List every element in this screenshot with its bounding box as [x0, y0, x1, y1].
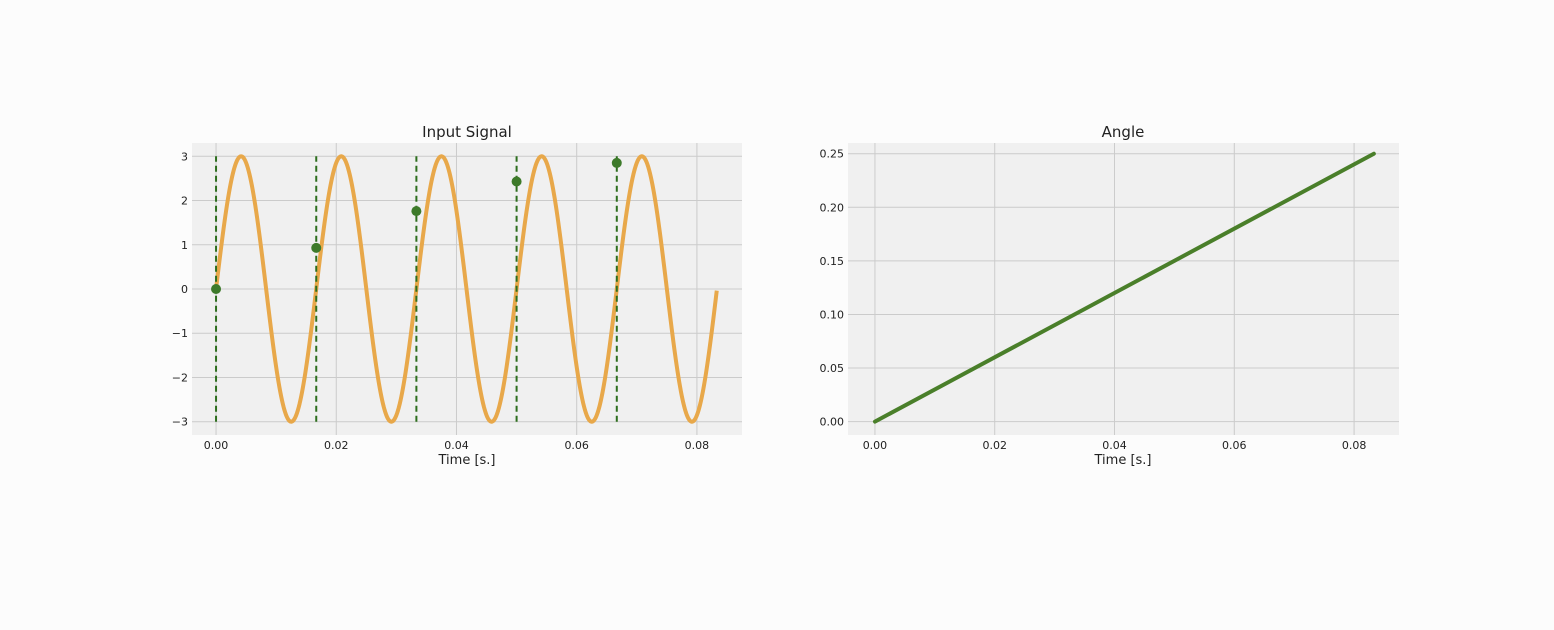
y-tick-label: 0.15: [820, 255, 845, 268]
y-tick-label: 0.25: [820, 148, 845, 161]
y-tick-label: 0.10: [820, 308, 845, 321]
x-tick-label: 0.08: [1342, 439, 1367, 452]
y-tick-label: 0: [181, 283, 188, 296]
y-tick-label: 3: [181, 150, 188, 163]
sample-point: [411, 206, 422, 217]
sample-point: [511, 176, 522, 187]
x-tick-label: 0.02: [324, 439, 349, 452]
sample-point: [211, 284, 222, 294]
x-tick-label: 0.02: [982, 439, 1007, 452]
x-tick-label: 0.06: [1222, 439, 1247, 452]
x-tick-label: 0.00: [863, 439, 888, 452]
chart-title: Angle: [1102, 123, 1145, 141]
angle-chart: 0.00 0.02 0.04 0.06 0.08 0.25 0.20 0.15 0.10 0.05…: [820, 123, 1399, 468]
sample-point: [311, 242, 322, 253]
chart-title: Input Signal: [422, 123, 512, 141]
x-tick-label: 0.04: [1102, 439, 1127, 452]
x-axis-label: Time [s.]: [1094, 453, 1152, 468]
y-tick-label: −1: [172, 327, 188, 340]
y-tick-label: 2: [181, 195, 188, 208]
input-signal-chart: 0.00 0.02 0.04 0.06 0.08 3 2 1 0 −1 −2 −3 Input Sig…: [172, 123, 742, 468]
x-tick-label: 0.00: [204, 439, 229, 452]
x-tick-label: 0.06: [564, 439, 589, 452]
y-tick-label: −2: [172, 371, 188, 384]
sample-point: [611, 157, 622, 168]
y-tick-label: 0.00: [820, 416, 845, 429]
y-tick-label: 1: [181, 239, 188, 252]
y-tick-label: −3: [172, 416, 188, 429]
x-axis-label: Time [s.]: [438, 453, 496, 468]
x-tick-label: 0.04: [444, 439, 469, 452]
signal-line: [214, 154, 719, 424]
y-tick-label: 0.05: [820, 362, 845, 375]
angle-line: [872, 151, 1376, 424]
y-tick-label: 0.20: [820, 201, 845, 214]
x-tick-label: 0.08: [685, 439, 710, 452]
